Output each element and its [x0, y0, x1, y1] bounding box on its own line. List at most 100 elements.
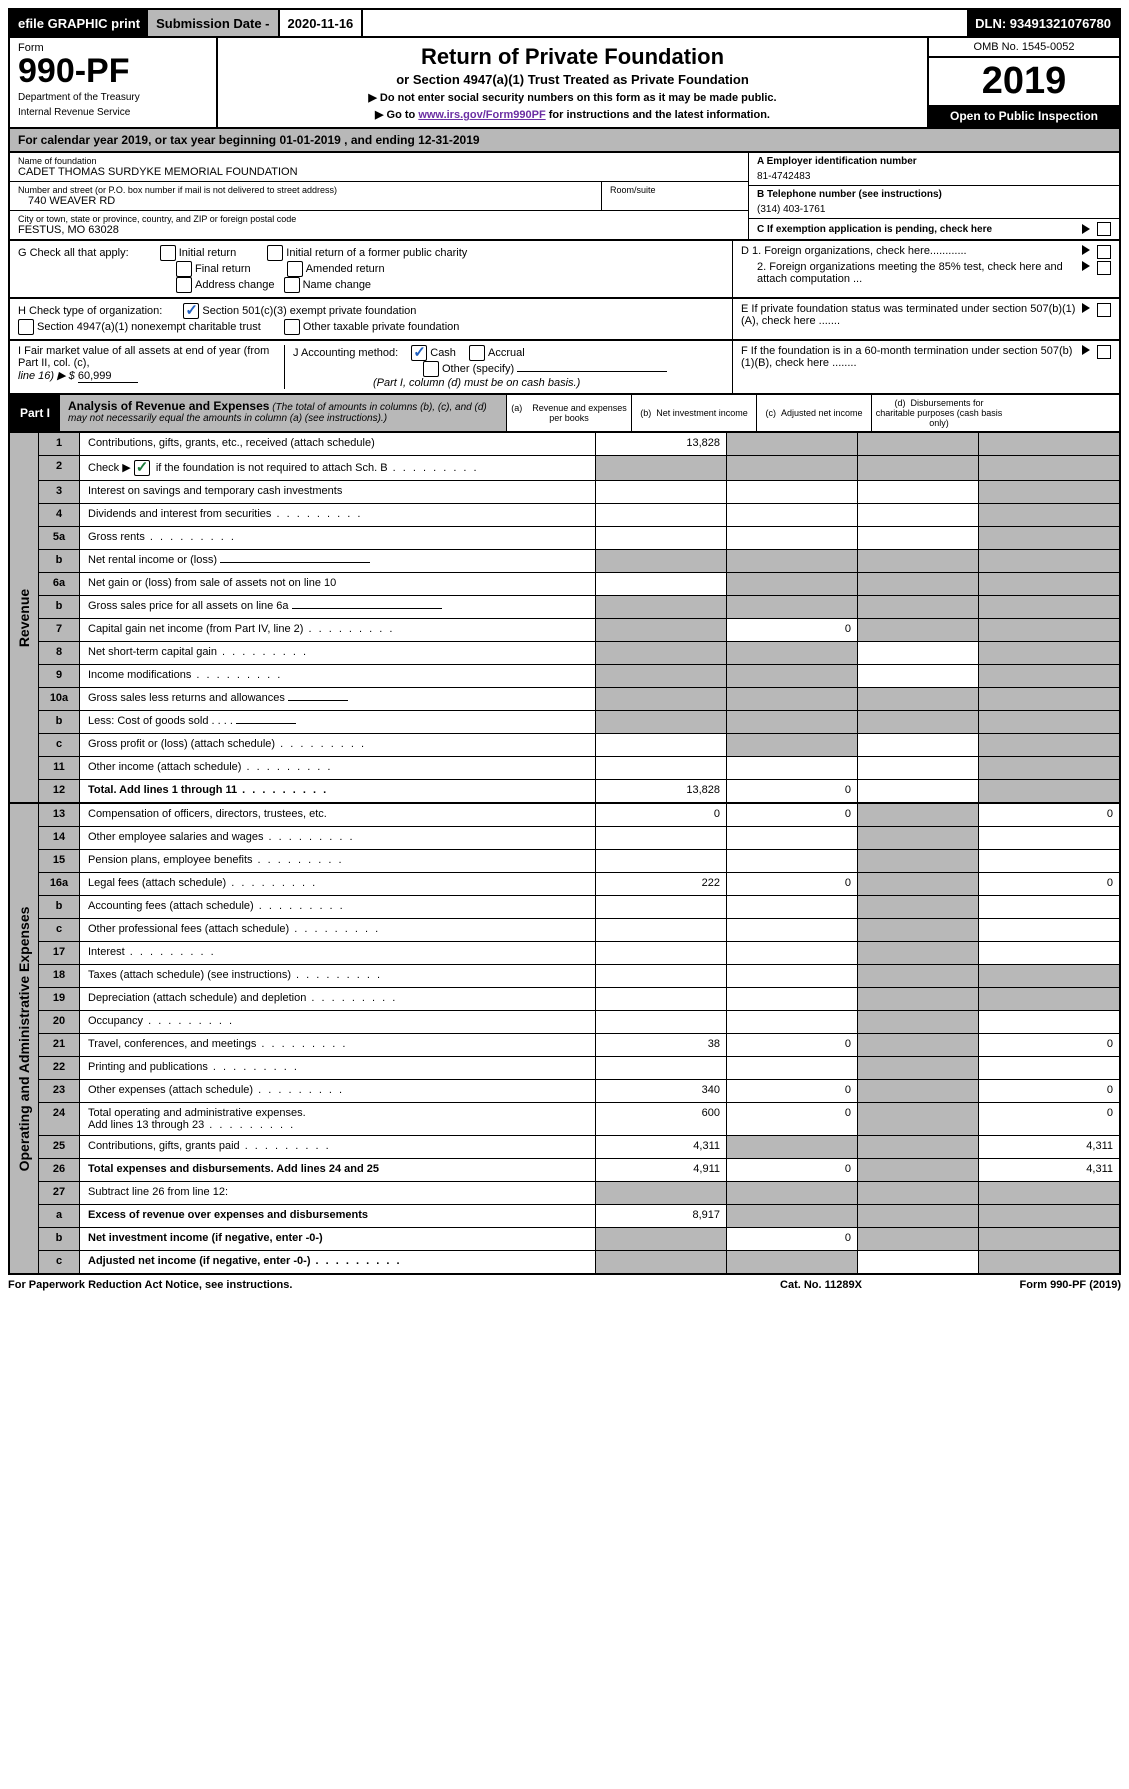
rl-27a: Excess of revenue over expenses and disb…	[80, 1205, 595, 1227]
checkbox-other-acct[interactable]	[423, 361, 439, 377]
section-d: D 1. Foreign organizations, check here..…	[733, 241, 1119, 297]
r1-a: 13,828	[595, 433, 726, 455]
d1-label: D 1. Foreign organizations, check here..…	[741, 245, 1079, 259]
j-label: J Accounting method:	[293, 347, 398, 359]
rn-16c: c	[39, 919, 80, 941]
page-footer: For Paperwork Reduction Act Notice, see …	[8, 1275, 1121, 1291]
expenses-side-tab: Operating and Administrative Expenses	[10, 804, 39, 1273]
r9-a	[595, 665, 726, 687]
foundation-name: CADET THOMAS SURDYKE MEMORIAL FOUNDATION	[18, 166, 740, 178]
rn-6b: b	[39, 596, 80, 618]
r17-c	[857, 942, 978, 964]
r10c-b	[726, 734, 857, 756]
revenue-side-tab: Revenue	[10, 433, 39, 802]
r10c-a	[595, 734, 726, 756]
submission-date: 2020-11-16	[280, 10, 364, 36]
r27b-d	[978, 1228, 1119, 1250]
rn-4: 4	[39, 504, 80, 526]
irs-link[interactable]: www.irs.gov/Form990PF	[418, 109, 545, 121]
col-b-hdr: (b) Net investment income	[631, 395, 756, 431]
r2-pre: Check ▶	[88, 462, 131, 474]
rl-27: Subtract line 26 from line 12:	[80, 1182, 595, 1204]
checkbox-addr-change[interactable]	[176, 277, 192, 293]
checkbox-final-return[interactable]	[176, 261, 192, 277]
rn-10b: b	[39, 711, 80, 733]
exemption-cell: C If exemption application is pending, c…	[749, 219, 1119, 239]
r14-a	[595, 827, 726, 849]
r16a-c	[857, 873, 978, 895]
checkbox-501c3[interactable]	[183, 303, 199, 319]
d2-label: 2. Foreign organizations meeting the 85%…	[741, 261, 1079, 285]
checkbox-other-tax[interactable]	[284, 319, 300, 335]
r5a-c	[857, 527, 978, 549]
checkbox-4947[interactable]	[18, 319, 34, 335]
r15-c	[857, 850, 978, 872]
r27c-c	[857, 1251, 978, 1273]
checkbox-c[interactable]	[1097, 222, 1111, 236]
city-value: FESTUS, MO 63028	[18, 224, 740, 236]
r27c-a	[595, 1251, 726, 1273]
rl-4: Dividends and interest from securities	[80, 504, 595, 526]
r10a-d	[978, 688, 1119, 710]
r8-b	[726, 642, 857, 664]
i-label: I Fair market value of all assets at end…	[18, 345, 269, 369]
r27a-a: 8,917	[595, 1205, 726, 1227]
r26-c	[857, 1159, 978, 1181]
r26-d: 4,311	[978, 1159, 1119, 1181]
r23-a: 340	[595, 1080, 726, 1102]
checkbox-f[interactable]	[1097, 345, 1111, 359]
r12-b: 0	[726, 780, 857, 802]
r16c-d	[978, 919, 1119, 941]
r13-a: 0	[595, 804, 726, 826]
r27-c	[857, 1182, 978, 1204]
r4-d	[978, 504, 1119, 526]
r6b-c	[857, 596, 978, 618]
rl-20: Occupancy	[80, 1011, 595, 1033]
checkbox-d1[interactable]	[1097, 245, 1111, 259]
note-link: ▶ Go to www.irs.gov/Form990PF for instru…	[224, 108, 921, 121]
rl-26: Total expenses and disbursements. Add li…	[80, 1159, 595, 1181]
info-block: Name of foundation CADET THOMAS SURDYKE …	[8, 153, 1121, 241]
r26-b: 0	[726, 1159, 857, 1181]
open-public: Open to Public Inspection	[929, 105, 1119, 127]
ein-label: A Employer identification number	[757, 156, 1111, 167]
checkbox-schb[interactable]	[134, 460, 150, 476]
rl-10a: Gross sales less returns and allowances	[80, 688, 595, 710]
r5b-a	[595, 550, 726, 572]
footer-left: For Paperwork Reduction Act Notice, see …	[8, 1279, 721, 1291]
row-h-e: H Check type of organization: Section 50…	[8, 299, 1121, 341]
rn-2: 2	[39, 456, 80, 480]
r25-d: 4,311	[978, 1136, 1119, 1158]
rn-16a: 16a	[39, 873, 80, 895]
tri-icon	[1082, 303, 1090, 313]
checkbox-initial-return[interactable]	[160, 245, 176, 261]
col-d-hdr: (d) Disbursements for charitable purpose…	[871, 395, 1006, 431]
r20-a	[595, 1011, 726, 1033]
r2-b	[726, 456, 857, 480]
checkbox-accrual[interactable]	[469, 345, 485, 361]
city-label: City or town, state or province, country…	[18, 214, 740, 224]
checkbox-e[interactable]	[1097, 303, 1111, 317]
r11-a	[595, 757, 726, 779]
checkbox-d2[interactable]	[1097, 261, 1111, 275]
checkbox-name-change[interactable]	[284, 277, 300, 293]
checkbox-cash[interactable]	[411, 345, 427, 361]
r7-b: 0	[726, 619, 857, 641]
r9-c	[857, 665, 978, 687]
checkbox-amended[interactable]	[287, 261, 303, 277]
r24-b: 0	[726, 1103, 857, 1135]
city-cell: City or town, state or province, country…	[10, 211, 748, 239]
r10b-t: Less: Cost of goods sold	[88, 715, 208, 727]
r10a-b	[726, 688, 857, 710]
checkbox-initial-former[interactable]	[267, 245, 283, 261]
rl-6b: Gross sales price for all assets on line…	[80, 596, 595, 618]
r6a-d	[978, 573, 1119, 595]
r11-d	[978, 757, 1119, 779]
r3-c	[857, 481, 978, 503]
expenses-block: Operating and Administrative Expenses 13…	[8, 804, 1121, 1275]
r16c-c	[857, 919, 978, 941]
r17-b	[726, 942, 857, 964]
r9-b	[726, 665, 857, 687]
r16b-a	[595, 896, 726, 918]
r16c-b	[726, 919, 857, 941]
